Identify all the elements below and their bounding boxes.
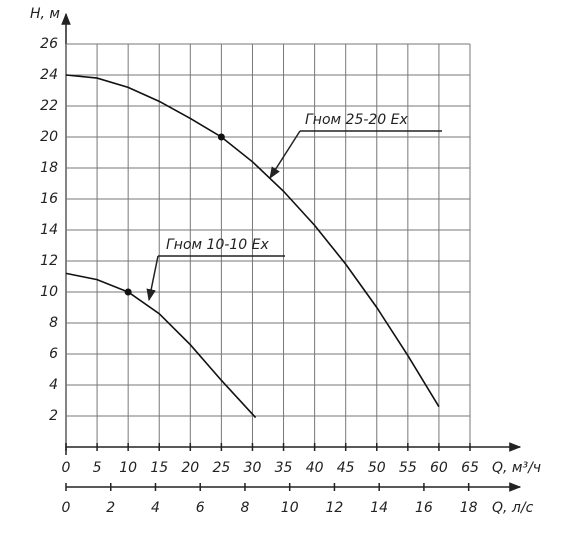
x2-tick-label: 4 [151,500,160,516]
leader [269,130,301,180]
x-tick-label: 45 [337,460,355,476]
y-tick-label: 8 [49,315,58,331]
duty-point [217,133,225,141]
curve [65,74,440,408]
series-label: Гном 25-20 Ex [305,112,409,128]
x2-tick-label: 2 [106,500,115,516]
y-tick-label: 14 [40,222,58,238]
x2-axis-label: Q, л/с [492,500,534,516]
x-tick-label: 60 [430,460,448,476]
x-tick-label: 10 [119,460,137,476]
y-tick-label: 6 [49,346,58,362]
y-tick-label: 26 [40,36,58,52]
curve [65,272,257,419]
x2-tick-label: 0 [62,500,71,516]
y-axis-label: H, м [30,6,60,22]
x-tick-label: 25 [212,460,230,476]
series-label: Гном 10-10 Ex [166,237,270,253]
x-tick-label: 65 [461,460,479,476]
x2-tick-label: 18 [460,500,478,516]
x-tick-label: 50 [368,460,386,476]
y-tick-label: 20 [40,129,58,145]
y-tick-label: 24 [40,67,58,83]
x2-tick-label: 16 [415,500,433,516]
y-tick-label: 4 [49,377,58,393]
x2-tick-label: 6 [196,500,205,516]
y-tick-label: 10 [40,284,58,300]
x2-tick-label: 14 [370,500,388,516]
y-tick-label: 18 [40,160,58,176]
x-tick-label: 35 [275,460,293,476]
x-tick-label: 20 [181,460,199,476]
y-tick-label: 16 [40,191,58,207]
x-tick-label: 15 [150,460,168,476]
y-tick-label: 12 [40,253,58,269]
x-tick-label: 40 [306,460,324,476]
x2-tick-label: 8 [240,500,249,516]
y-tick-label: 22 [40,98,58,114]
x2-tick-label: 12 [326,500,344,516]
x-tick-label: 30 [244,460,262,476]
leader [146,255,159,302]
x-tick-label: 0 [62,460,71,476]
x-tick-label: 55 [399,460,417,476]
duty-point [124,288,132,296]
x-tick-label: 5 [93,460,102,476]
x2-tick-label: 10 [281,500,299,516]
y-tick-label: 2 [49,408,58,424]
x-axis-label: Q, м³/ч [492,460,541,476]
